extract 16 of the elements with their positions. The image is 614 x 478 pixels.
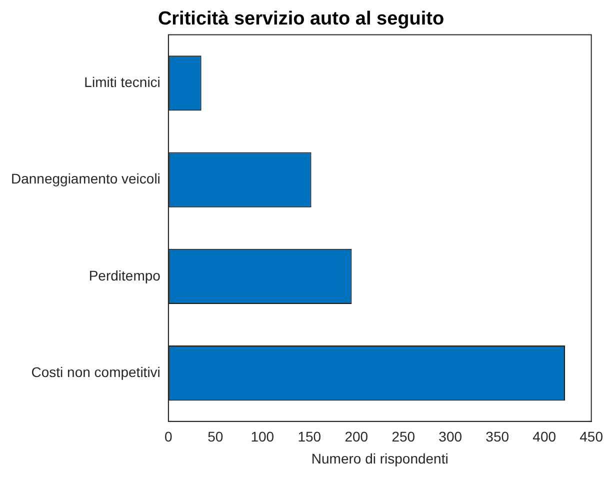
y-tick-label: Costi non competitivi [31,364,160,380]
x-tick-label: 250 [392,428,416,445]
x-tick-label: 50 [208,428,224,445]
x-axis-title: Numero di rispondenti [311,450,448,466]
x-tick-label: 350 [486,428,510,445]
x-tick-label: 450 [580,428,604,445]
x-tick-label: 300 [438,428,462,445]
x-tick-label: 0 [164,428,173,445]
y-tick-label: Danneggiamento veicoli [10,170,160,187]
y-tick-label: Perditempo [88,267,161,284]
chart-title: Criticità servizio auto al seguito [158,8,444,30]
x-tick-label: 400 [532,428,556,445]
x-tick-label: 100 [250,428,274,445]
y-tick-label: Limiti tecnici [84,74,160,90]
x-tick-label: 150 [298,428,322,445]
x-tick-label: 200 [344,428,368,445]
